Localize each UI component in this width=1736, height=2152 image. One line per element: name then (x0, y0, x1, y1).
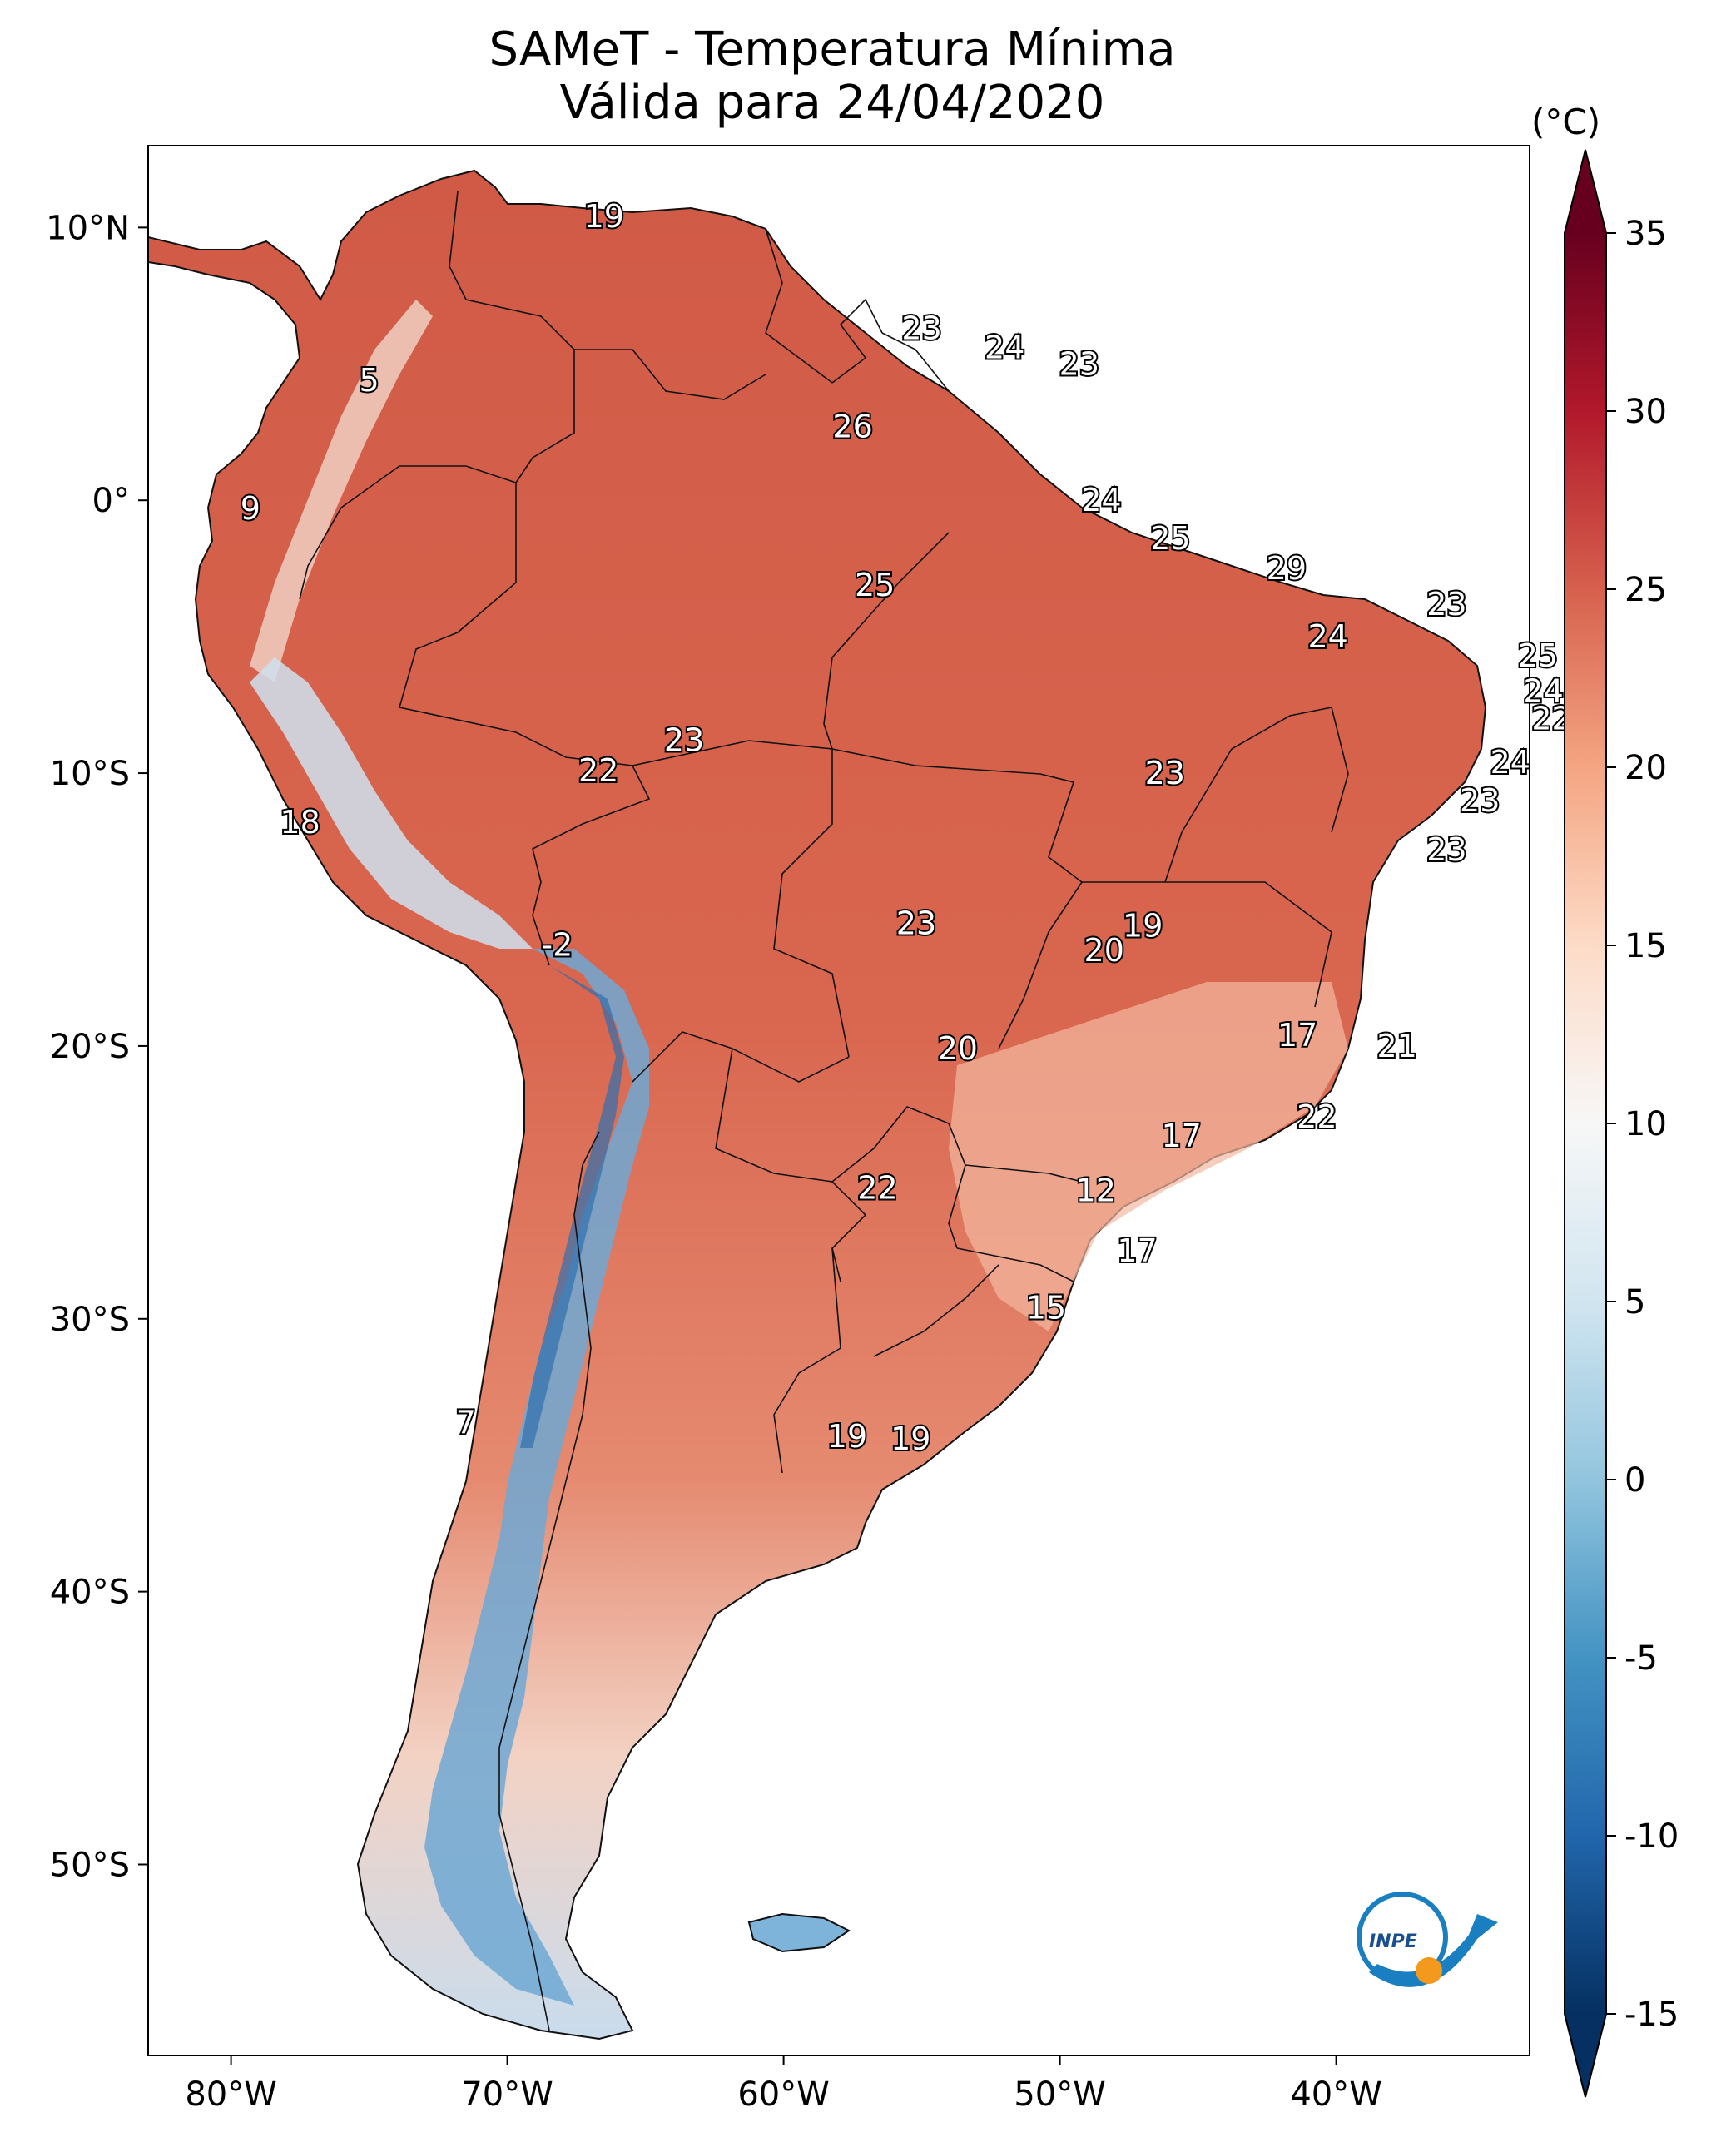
temperature-label: 23 (1145, 755, 1185, 791)
temperature-label: 24 (1081, 482, 1121, 518)
lat-tick-label: 40°S (50, 1574, 130, 1612)
colorbar-tick-label: 10 (1624, 1105, 1667, 1143)
temperature-label: 24 (1490, 744, 1530, 781)
temperature-label: 23 (1426, 586, 1466, 622)
map-area (148, 169, 1487, 2040)
falkland-islands (747, 1912, 851, 1953)
temperature-label: 21 (1376, 1028, 1416, 1064)
map-title: SAMeT - Temperatura Mínima (489, 22, 1176, 77)
temperature-label: 19 (1123, 908, 1163, 945)
lat-tick-label: 30°S (50, 1301, 130, 1339)
colorbar-tick-label: -10 (1624, 1817, 1679, 1856)
temperature-label: 20 (1084, 932, 1124, 969)
colorbar-gradient (1565, 233, 1606, 2014)
continent-land (148, 169, 1487, 2040)
colorbar-unit: (°C) (1531, 102, 1601, 142)
lat-tick-label: 20°S (50, 1028, 130, 1066)
colorbar-tick-label: -15 (1624, 1996, 1679, 2034)
temperature-label: 19 (584, 198, 624, 235)
lon-tick-label: 70°W (461, 2075, 553, 2114)
temperature-label: 23 (1426, 831, 1466, 868)
colorbar-max-arrow (1565, 150, 1606, 233)
temperature-label: -2 (541, 927, 573, 964)
logo-dot-icon (1416, 1957, 1442, 1984)
temperature-label: 24 (1523, 673, 1563, 710)
temperature-label: 5 (360, 362, 379, 399)
andes-core-region (520, 965, 624, 1448)
colorbar-tick-label: 35 (1624, 215, 1667, 253)
temperature-label: 12 (1076, 1173, 1116, 1209)
colorbar-min-arrow (1565, 2014, 1606, 2097)
peru-coast-region (250, 657, 533, 949)
southeast-light-region (949, 982, 1348, 1331)
temperature-label: 9 (241, 490, 260, 527)
map-frame (147, 145, 1530, 2056)
temperature-label: 22 (857, 1169, 897, 1206)
temperature-label: 24 (985, 330, 1024, 366)
lon-tick-label: 80°W (185, 2075, 276, 2114)
temperature-label: 7 (456, 1404, 476, 1440)
temperature-label: 23 (896, 905, 936, 941)
lat-tick-label: 10°N (46, 209, 130, 247)
temperature-label: 29 (1267, 550, 1307, 587)
logo-text: INPE (1369, 1931, 1417, 1952)
colorbar-tick-label: -5 (1624, 1639, 1658, 1678)
temperature-label: 18 (280, 804, 320, 840)
lon-tick-label: 50°W (1014, 2075, 1105, 2114)
temperature-label: 19 (827, 1418, 867, 1455)
colorbar-tick-label: 15 (1624, 927, 1667, 965)
colorbar-tick-label: 20 (1624, 749, 1667, 787)
temperature-label: 25 (1150, 520, 1190, 557)
temperature-label: 23 (1059, 345, 1099, 382)
colorbar-tick-label: 5 (1624, 1283, 1645, 1321)
temperature-label: 23 (1460, 782, 1500, 819)
country-borders (299, 191, 1349, 2031)
lon-tick-label: 40°W (1290, 2075, 1381, 2114)
colorbar-tick-label: 30 (1624, 393, 1667, 431)
lat-tick-label: 10°S (50, 755, 130, 793)
temperature-label: 17 (1277, 1017, 1317, 1054)
temperature-label: 23 (901, 310, 941, 347)
temperature-label: 22 (1297, 1098, 1337, 1135)
colorbar-tick-label: 0 (1624, 1461, 1645, 1500)
lon-tick-label: 60°W (737, 2075, 829, 2114)
colorbar-tick-label: 25 (1624, 571, 1667, 609)
temperature-label: 17 (1117, 1232, 1157, 1269)
lat-tick-label: 50°S (50, 1847, 130, 1885)
colorbar: 35 30 25 20 15 10 5 0 -5 -10 -15 (1564, 149, 1679, 2098)
temperature-label: 17 (1162, 1118, 1202, 1154)
temperature-label: 25 (1518, 637, 1558, 674)
andes-cold-region (424, 949, 649, 2006)
temperature-label: 23 (664, 722, 704, 759)
inpe-logo: INPE (1357, 1892, 1498, 1987)
northern-andes-region (250, 300, 433, 682)
lat-tick-label: 0° (92, 482, 130, 520)
temperature-label: 24 (1307, 618, 1347, 655)
map-subtitle: Válida para 24/04/2020 (559, 76, 1105, 130)
temperature-label: 25 (855, 567, 895, 603)
temperature-label: 20 (938, 1030, 978, 1067)
axis-ticks: 80°W 70°W 60°W 50°W 40°W 10°N 0° 10°S 20°S 30°S 40… (46, 209, 1382, 2114)
temperature-label: 26 (832, 409, 872, 445)
temperature-label: 22 (578, 752, 618, 789)
temperature-label: 15 (1026, 1290, 1066, 1326)
temperature-label: 19 (890, 1421, 930, 1457)
